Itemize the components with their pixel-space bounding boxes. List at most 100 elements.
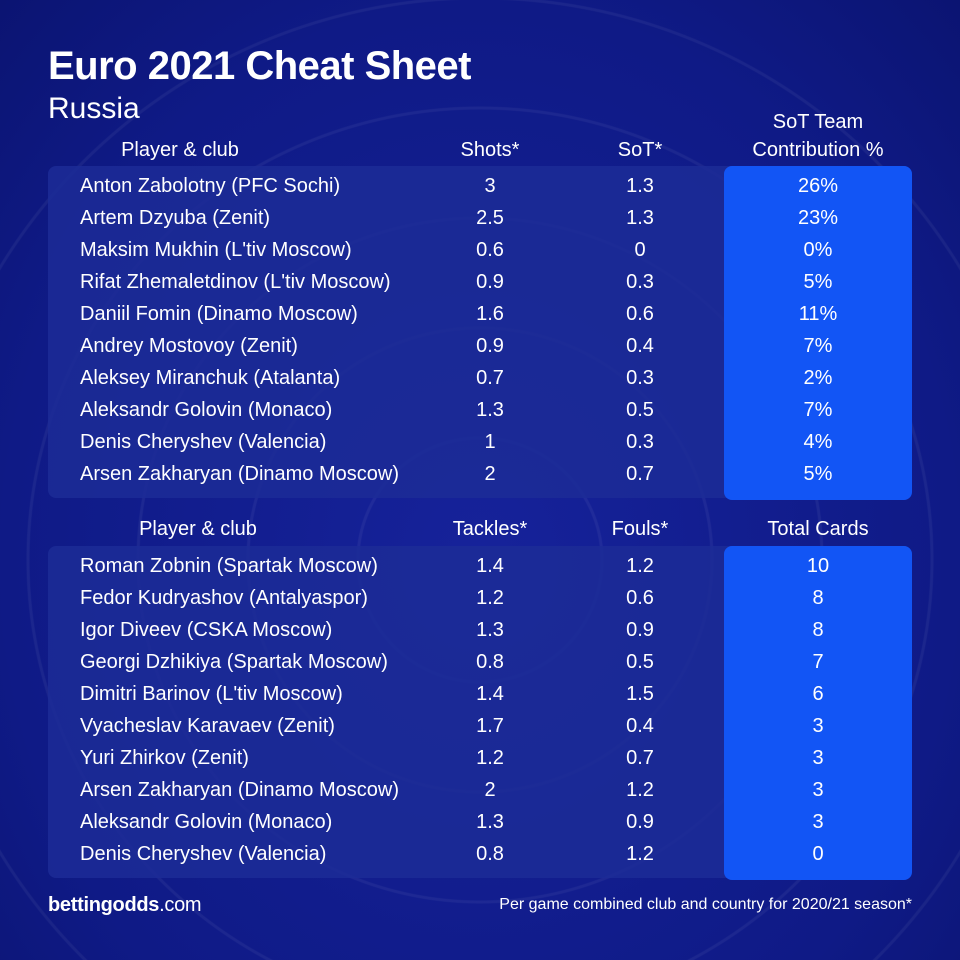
stat-a-cell: 1.2 [476,587,504,609]
table-row: Andrey Mostovoy (Zenit) 0.9 0.4 7% [0,330,960,362]
player-name-cell: Artem Dzyuba (Zenit) [80,207,271,229]
table-row: Fedor Kudryashov (Antalyaspor) 1.2 0.6 8 [0,582,960,614]
table-row: Aleksandr Golovin (Monaco) 1.3 0.5 7% [0,394,960,426]
player-name-cell: Anton Zabolotny (PFC Sochi) [80,175,341,197]
player-name-cell: Yuri Zhirkov (Zenit) [80,747,249,769]
table-row: Denis Cheryshev (Valencia) 1 0.3 4% [0,426,960,458]
stat-b-cell: 1.2 [626,555,654,577]
player-name-cell: Denis Cheryshev (Valencia) [80,843,327,865]
stat-b-cell: 0.5 [626,399,654,421]
table2-header-tackles: Tackles* [452,518,528,540]
bettingodds-logo: bettingodds.com [48,894,202,917]
table-row: Aleksey Miranchuk (Atalanta) 0.7 0.3 2% [0,362,960,394]
table-row: Aleksandr Golovin (Monaco) 1.3 0.9 3 [0,806,960,838]
stat-b-cell: 1.3 [626,175,654,197]
table2-header-total-cards: Total Cards [767,518,869,540]
stat-a-cell: 2 [484,463,496,485]
stat-c-cell: 3 [812,811,824,833]
stat-c-cell: 7 [812,651,824,673]
stat-c-cell: 8 [812,619,824,641]
stat-c-cell: 3 [812,779,824,801]
logo-suffix-text: .com [159,894,202,916]
stat-c-cell: 7% [803,399,833,421]
player-name-cell: Arsen Zakharyan (Dinamo Moscow) [80,779,399,801]
stat-c-cell: 23% [797,207,839,229]
sot-contribution-highlight [724,166,912,500]
table-row: Daniil Fomin (Dinamo Moscow) 1.6 0.6 11% [0,298,960,330]
stat-c-cell: 7% [803,335,833,357]
stat-a-cell: 1.4 [476,683,504,705]
player-name-cell: Denis Cheryshev (Valencia) [80,431,327,453]
stat-a-cell: 1.6 [476,303,504,325]
stat-c-cell: 5% [803,271,833,293]
footnote: Per game combined club and country for 2… [499,896,912,913]
stat-a-cell: 1.3 [476,399,504,421]
stat-b-cell: 0.3 [626,271,654,293]
stat-a-cell: 3 [484,175,496,197]
stat-b-cell: 1.2 [626,779,654,801]
stat-c-cell: 0% [803,239,833,261]
table-row: Denis Cheryshev (Valencia) 0.8 1.2 0 [0,838,960,870]
stat-b-cell: 0 [634,239,646,261]
logo-bold-text: bettingodds [48,894,160,916]
player-name-cell: Aleksandr Golovin (Monaco) [80,811,333,833]
table1-header-contribution: SoT Team Contribution % [724,108,912,164]
player-name-cell: Aleksandr Golovin (Monaco) [80,399,333,421]
stat-b-cell: 1.2 [626,843,654,865]
table-row: Dimitri Barinov (L'tiv Moscow) 1.4 1.5 6 [0,678,960,710]
stat-a-cell: 0.9 [476,335,504,357]
player-name-cell: Maksim Mukhin (L'tiv Moscow) [80,239,352,261]
stat-b-cell: 0.4 [626,715,654,737]
stat-c-cell: 6 [812,683,824,705]
player-name-cell: Roman Zobnin (Spartak Moscow) [80,555,378,577]
player-name-cell: Daniil Fomin (Dinamo Moscow) [80,303,358,325]
table-row: Artem Dzyuba (Zenit) 2.5 1.3 23% [0,202,960,234]
table-row: Igor Diveev (CSKA Moscow) 1.3 0.9 8 [0,614,960,646]
stat-a-cell: 0.7 [476,367,504,389]
stat-a-cell: 1 [484,431,496,453]
stat-a-cell: 1.3 [476,811,504,833]
stat-b-cell: 0.7 [626,463,654,485]
player-name-cell: Dimitri Barinov (L'tiv Moscow) [80,683,343,705]
table-row: Arsen Zakharyan (Dinamo Moscow) 2 0.7 5% [0,458,960,490]
table-row: Roman Zobnin (Spartak Moscow) 1.4 1.2 10 [0,550,960,582]
table1-header-contribution-line2: Contribution % [752,139,884,161]
stat-b-cell: 0.4 [626,335,654,357]
stat-b-cell: 0.9 [626,811,654,833]
table1-header-contribution-line1: SoT Team [772,111,864,133]
stat-a-cell: 0.8 [476,651,504,673]
stat-c-cell: 5% [803,463,833,485]
table-row: Rifat Zhemaletdinov (L'tiv Moscow) 0.9 0.3… [0,266,960,298]
player-name-cell: Aleksey Miranchuk (Atalanta) [80,367,341,389]
player-name-cell: Georgi Dzhikiya (Spartak Moscow) [80,651,388,673]
player-name-cell: Arsen Zakharyan (Dinamo Moscow) [80,463,399,485]
stat-a-cell: 1.2 [476,747,504,769]
stat-c-cell: 0 [812,843,824,865]
stat-a-cell: 1.3 [476,619,504,641]
stat-b-cell: 0.7 [626,747,654,769]
player-name-cell: Andrey Mostovoy (Zenit) [80,335,298,357]
stat-b-cell: 0.3 [626,431,654,453]
table2-header-fouls: Fouls* [611,518,669,540]
stat-c-cell: 2% [803,367,833,389]
player-name-cell: Vyacheslav Karavaev (Zenit) [80,715,335,737]
table1-header-sot: SoT* [617,139,663,161]
stat-b-cell: 1.5 [626,683,654,705]
player-name-cell: Fedor Kudryashov (Antalyaspor) [80,587,368,609]
stat-b-cell: 0.9 [626,619,654,641]
stat-a-cell: 2 [484,779,496,801]
table1-header-shots: Shots* [460,139,520,161]
table-row: Georgi Dzhikiya (Spartak Moscow) 0.8 0.5 7 [0,646,960,678]
stat-c-cell: 4% [803,431,833,453]
stat-c-cell: 3 [812,747,824,769]
stat-c-cell: 3 [812,715,824,737]
table-row: Anton Zabolotny (PFC Sochi) 3 1.3 26% [0,170,960,202]
stat-b-cell: 1.3 [626,207,654,229]
page-subtitle: Russia [48,92,140,125]
table-row: Vyacheslav Karavaev (Zenit) 1.7 0.4 3 [0,710,960,742]
stat-b-cell: 0.6 [626,303,654,325]
table-row: Yuri Zhirkov (Zenit) 1.2 0.7 3 [0,742,960,774]
stat-a-cell: 0.6 [476,239,504,261]
stat-b-cell: 0.5 [626,651,654,673]
player-name-cell: Igor Diveev (CSKA Moscow) [80,619,333,641]
